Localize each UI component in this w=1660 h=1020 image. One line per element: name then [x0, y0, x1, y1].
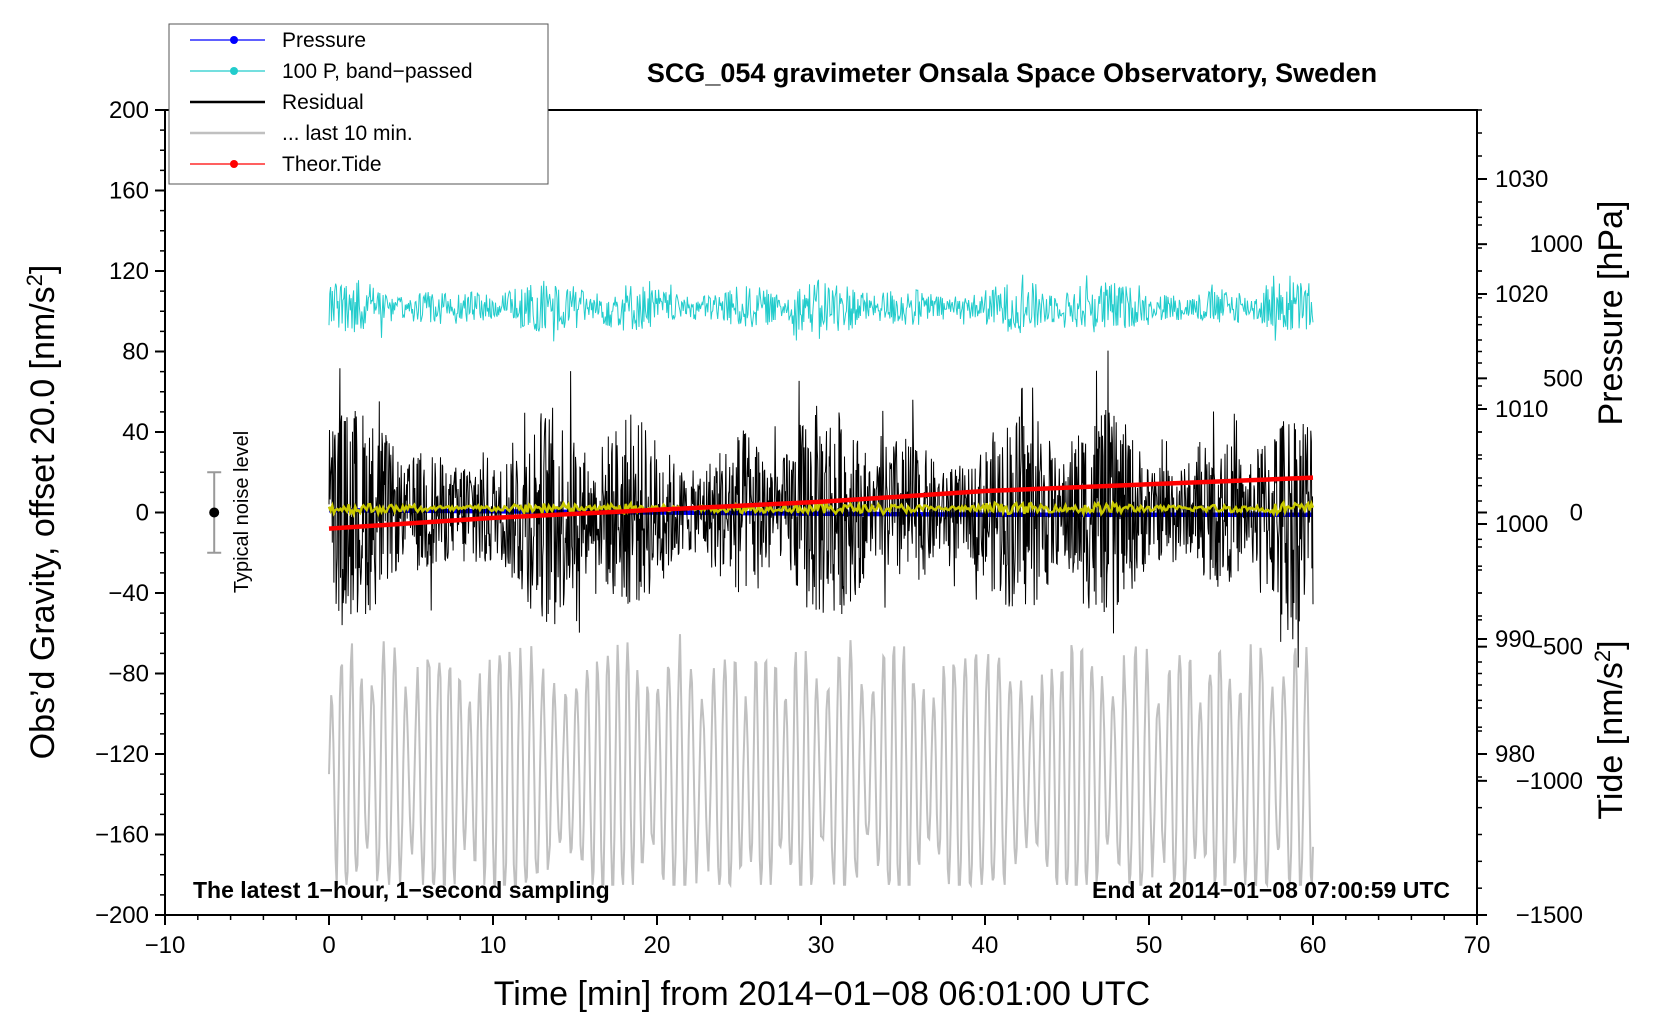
- legend-item: 100 P, band−passed: [190, 60, 473, 83]
- legend-item: ... last 10 min.: [190, 122, 413, 145]
- tide-tick-label: −1000: [1516, 768, 1583, 795]
- y-tick-label: −120: [95, 741, 149, 768]
- y-left-label-text: Obs’d Gravity, offset 20.0 [nm/s: [24, 286, 62, 759]
- series-100-p-band-passed: [328, 274, 1314, 342]
- chart-title: SCG_054 gravimeter Onsala Space Observat…: [647, 58, 1377, 88]
- pressure-tick-label: 1020: [1495, 281, 1548, 308]
- note-right: End at 2014−01−08 07:00:59 UTC: [1092, 877, 1450, 903]
- series-residual: [328, 350, 1314, 668]
- legend: Pressure 100 P, band−passed Residual ... la…: [168, 23, 549, 185]
- y-tick-label: 200: [109, 97, 149, 124]
- tide-tick-label: 0: [1570, 500, 1583, 527]
- pressure-tick-label: 1030: [1495, 166, 1548, 193]
- x-tick-label: −10: [145, 932, 186, 959]
- tide-tick-label: 500: [1543, 365, 1583, 392]
- x-tick-label: 50: [1136, 932, 1163, 959]
- noise-bar-dot: [209, 507, 220, 518]
- legend-label: ... last 10 min.: [282, 122, 413, 145]
- y-tick-label: −40: [108, 580, 149, 607]
- tide-label-close: ]: [1592, 640, 1630, 649]
- legend-swatch-marker: [230, 36, 238, 44]
- y-tick-label: 0: [136, 500, 149, 527]
- tide-tick-label: −1500: [1516, 902, 1583, 929]
- legend-swatch-marker: [230, 67, 238, 75]
- legend-box: [168, 23, 549, 185]
- tide-tick-label: −500: [1529, 634, 1583, 661]
- y-tick-label: −80: [108, 661, 149, 688]
- x-tick-label: 30: [808, 932, 835, 959]
- legend-label: Pressure: [282, 29, 366, 52]
- y-axis-label-left: Obs’d Gravity, offset 20.0 [nm/s2]: [22, 265, 63, 760]
- x-axis-label: Time [min] from 2014−01−08 06:01:00 UTC: [494, 975, 1150, 1013]
- noise-level-indicator: Typical noise level: [207, 431, 253, 593]
- y-tick-label: 160: [109, 178, 149, 205]
- legend-label: 100 P, band−passed: [282, 60, 473, 83]
- y-axis-label-pressure: Pressure [hPa]: [1592, 201, 1630, 426]
- y-tick-label: 40: [122, 419, 149, 446]
- note-left: The latest 1−hour, 1−second sampling: [193, 877, 610, 903]
- x-tick-label: 60: [1300, 932, 1327, 959]
- series-theor-tide: [328, 475, 1314, 531]
- tide-tick-label: 1000: [1530, 231, 1583, 258]
- y-tick-label: −200: [95, 902, 149, 929]
- series-layer: [327, 274, 1315, 889]
- y-tick-label: 80: [122, 339, 149, 366]
- x-tick-label: 70: [1464, 932, 1491, 959]
- legend-swatch-marker: [230, 160, 238, 168]
- x-tick-label: 40: [972, 932, 999, 959]
- legend-label: Theor.Tide: [282, 153, 382, 176]
- legend-label: Residual: [282, 91, 364, 114]
- noise-label: Typical noise level: [231, 431, 253, 593]
- tide-label-sup: 2: [1590, 650, 1615, 662]
- pressure-tick-label: 1000: [1495, 511, 1548, 538]
- y-left-label-close: ]: [24, 265, 62, 274]
- x-tick-label: 20: [644, 932, 671, 959]
- y-tick-label: −160: [95, 822, 149, 849]
- pressure-tick-label: 990: [1495, 626, 1535, 653]
- pressure-tick-label: 1010: [1495, 396, 1548, 423]
- y-left-label-sup: 2: [22, 274, 47, 286]
- legend-items: Pressure 100 P, band−passed Residual ... la…: [190, 29, 473, 176]
- y-tick-label: 120: [109, 258, 149, 285]
- y-axis-label-tide: Tide [nm/s2]: [1590, 640, 1631, 819]
- series-last-10-min: [328, 634, 1314, 889]
- legend-item: Theor.Tide: [190, 153, 382, 176]
- x-tick-label: 0: [322, 932, 335, 959]
- legend-item: Residual: [190, 91, 364, 114]
- ticks-layer: −10 0 10 20 30 40 50 60 70−200−160−120−80−400408…: [95, 97, 1583, 959]
- pressure-tick-label: 980: [1495, 741, 1535, 768]
- x-tick-label: 10: [480, 932, 507, 959]
- legend-item: Pressure: [190, 29, 366, 52]
- tide-label-text: Tide [nm/s: [1592, 662, 1630, 819]
